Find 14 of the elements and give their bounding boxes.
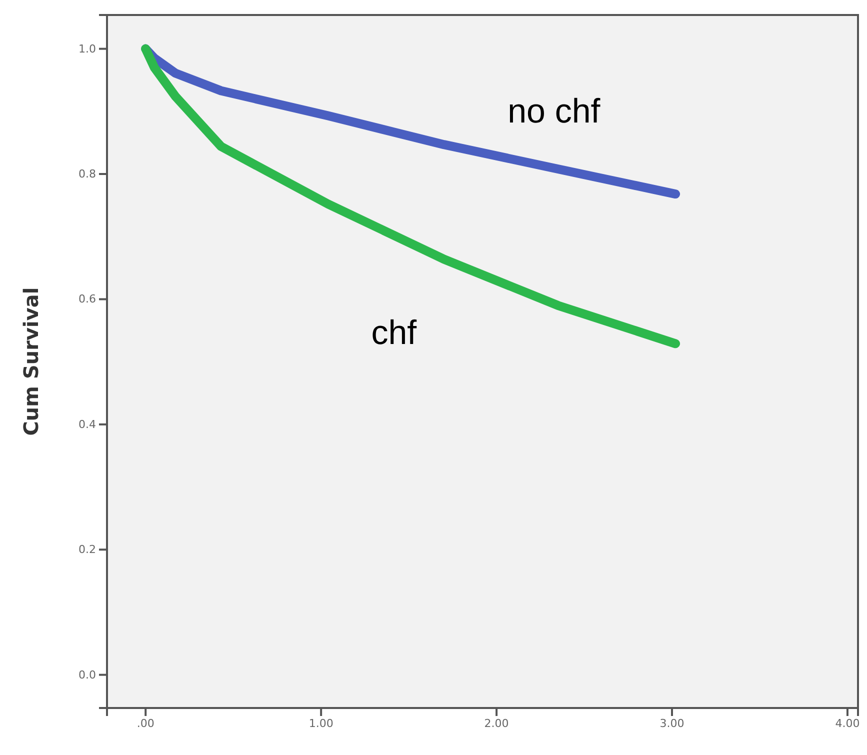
series-label: chf bbox=[371, 314, 418, 352]
x-tick-label: 4.00 bbox=[835, 716, 860, 730]
y-tick-label: 0.4 bbox=[78, 418, 96, 431]
x-tick-label: .00 bbox=[136, 716, 154, 730]
y-tick-label: 0.6 bbox=[78, 292, 96, 306]
x-tick-label: 1.00 bbox=[308, 716, 334, 730]
y-tick-label: 0.8 bbox=[78, 168, 96, 181]
x-tick-label: 3.00 bbox=[660, 716, 684, 730]
series-label: no chf bbox=[508, 92, 601, 131]
y-tick-label: 0.2 bbox=[78, 543, 96, 556]
y-tick-label: 0.0 bbox=[78, 668, 96, 682]
x-tick-label: 2.00 bbox=[484, 716, 509, 730]
y-tick-label: 1.0 bbox=[78, 42, 96, 56]
y-axis-title: Cum Survival bbox=[19, 287, 43, 436]
